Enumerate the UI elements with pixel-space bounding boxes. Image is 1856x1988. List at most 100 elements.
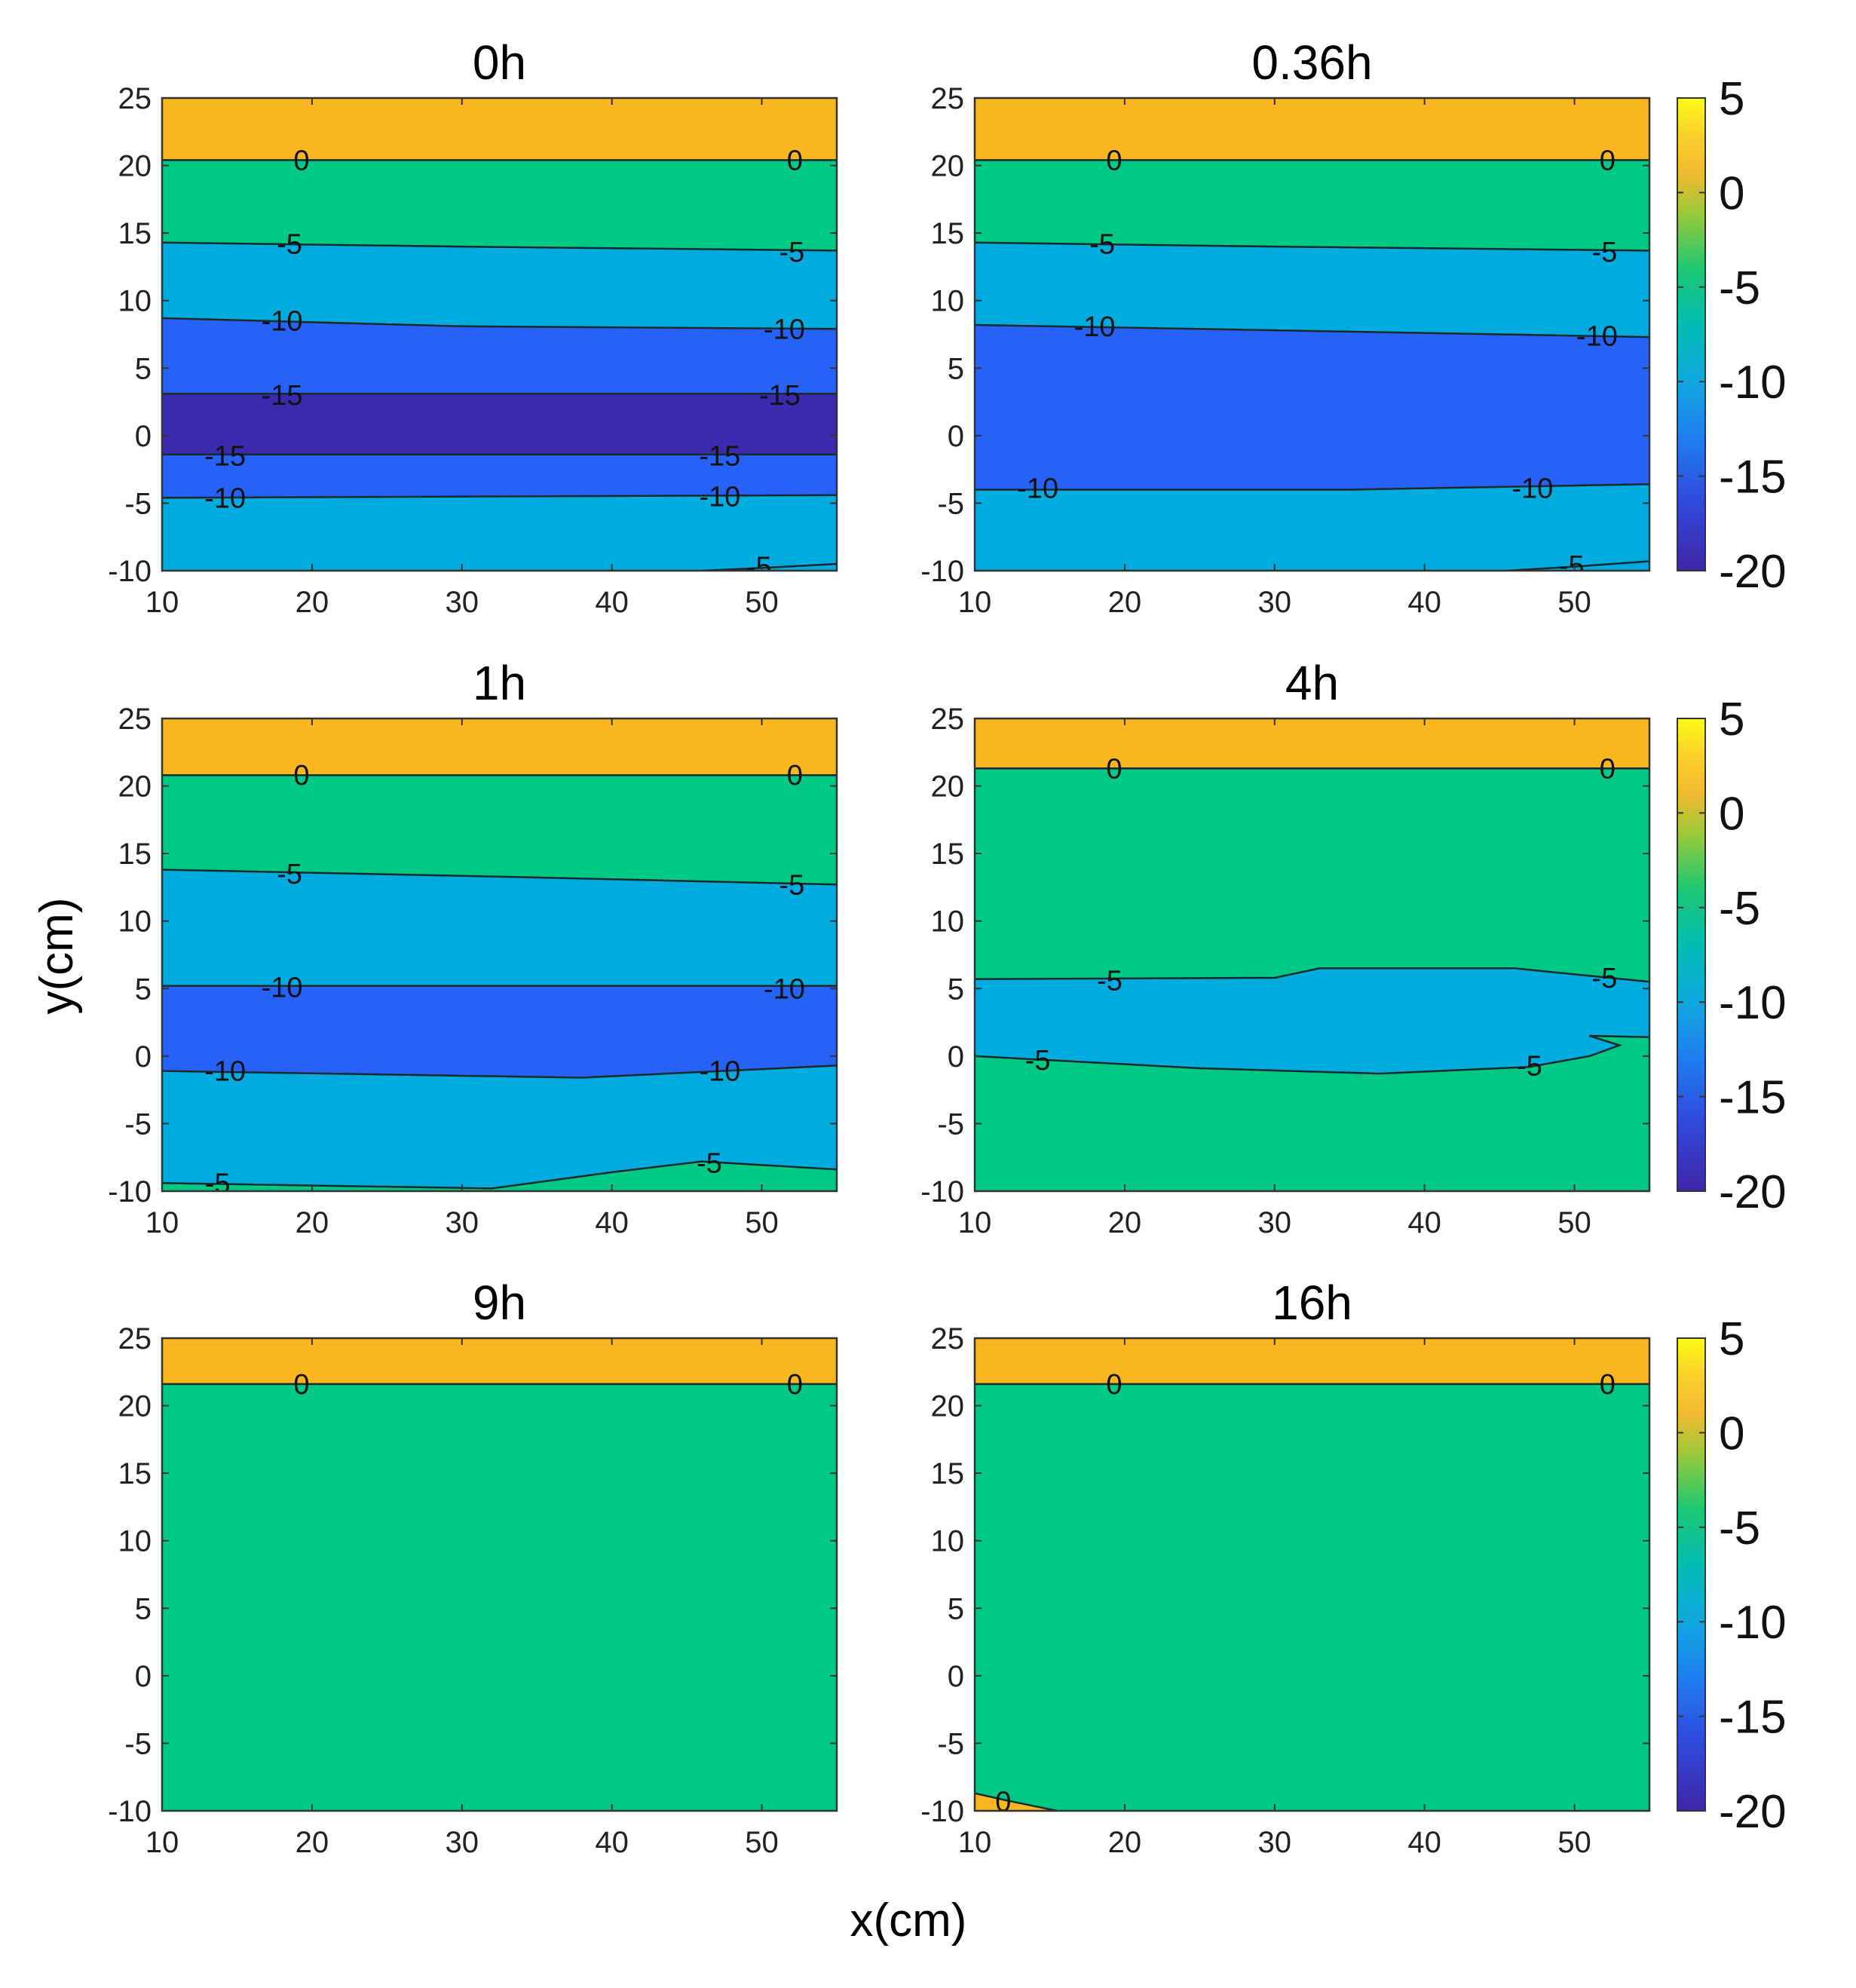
colorbar-tick-label: 0 <box>1719 788 1744 840</box>
contour-band <box>162 1338 837 1385</box>
axes-frame <box>161 717 838 1193</box>
y-tick-label: 5 <box>948 973 964 1006</box>
x-tick-label: 30 <box>1258 586 1292 619</box>
contour-label: 0 <box>1600 753 1616 785</box>
contour-label: 0 <box>1600 1369 1616 1401</box>
y-tick-label: -5 <box>937 1727 964 1760</box>
y-tick-label: 20 <box>118 1390 152 1423</box>
y-tick-label: -10 <box>920 1175 964 1208</box>
axes-frame <box>973 717 1651 1193</box>
y-tick-label: 15 <box>118 1457 152 1490</box>
y-tick-label: 25 <box>118 82 152 115</box>
contour-label: -10 <box>699 481 740 513</box>
contour-band <box>162 869 837 987</box>
x-tick-label: 50 <box>745 1206 779 1239</box>
contour-label: 0 <box>1106 145 1122 176</box>
contour-label: -10 <box>262 306 303 338</box>
y-tick-label: 20 <box>931 770 965 804</box>
x-tick-label: 10 <box>145 1826 179 1859</box>
x-tick-label: 20 <box>296 1826 329 1859</box>
y-tick-label: 20 <box>118 150 152 183</box>
y-tick-label: -10 <box>920 555 964 588</box>
contour-label: 0 <box>293 1369 309 1401</box>
contour-band <box>975 718 1649 769</box>
y-tick-label: 15 <box>118 217 152 250</box>
contour-line <box>975 483 1649 491</box>
colorbar-tick-label: 5 <box>1719 73 1744 125</box>
contour-label: -5 <box>746 552 772 584</box>
panel-0_36h: 0 0 -5 -5 -10 -10 -10 -10 -5 10 20 30 40 50 -10 -5 0 5 10 1… <box>920 35 1651 619</box>
y-tick-label: 0 <box>135 1660 152 1693</box>
contour-band <box>975 159 1649 251</box>
contour-region <box>975 967 1649 1074</box>
contour-label: -15 <box>759 380 801 412</box>
panel-title: 1h <box>473 656 526 710</box>
colorbar-tick-label: -20 <box>1719 1786 1787 1838</box>
panel-1h: 0 0 -5 -5 -10 -10 -10 -10 -5 -5 10 20 30 40 50 -10 -5 0 5 1… <box>108 656 838 1239</box>
contour-label: 0 <box>787 145 803 176</box>
contour-label: 0 <box>293 760 309 792</box>
y-tick-label: 10 <box>931 285 965 318</box>
contour-label: -10 <box>262 972 303 1003</box>
colorbar-tick-label: -5 <box>1719 1502 1760 1555</box>
y-tick-label: -5 <box>124 487 152 520</box>
x-tick-label: 30 <box>446 586 479 619</box>
x-tick-label: 50 <box>1557 1826 1591 1859</box>
y-tick-label: 25 <box>931 1322 965 1355</box>
colorbar-tick-label: -20 <box>1719 1166 1787 1218</box>
contour-label: -10 <box>699 1056 740 1088</box>
colorbar-strip <box>1677 1337 1706 1812</box>
y-tick-label: 20 <box>931 1390 965 1423</box>
y-tick-label: 15 <box>931 217 965 250</box>
contour-label: -15 <box>262 380 303 412</box>
x-tick-label: 40 <box>1407 1206 1441 1239</box>
contour-band <box>975 98 1649 161</box>
contour-line <box>162 868 837 886</box>
y-tick-label: 5 <box>948 1592 964 1625</box>
x-tick-label: 10 <box>958 1206 992 1239</box>
x-tick-label: 10 <box>145 586 179 619</box>
contour-band <box>162 159 837 251</box>
y-tick-label: 5 <box>135 1592 152 1625</box>
panel-title: 9h <box>473 1276 526 1330</box>
contour-label: -5 <box>1591 963 1617 994</box>
plot-area: 0 0 -5 -5 -5 -5 <box>975 718 1649 1191</box>
x-tick-label: 50 <box>1557 586 1591 619</box>
axes-frame <box>973 1337 1651 1812</box>
axes-frame <box>161 1337 838 1812</box>
colorbar-strip <box>1677 718 1706 1192</box>
y-tick-label: 20 <box>118 770 152 804</box>
contour-line <box>975 241 1649 252</box>
x-tick-label: 20 <box>1108 1826 1142 1859</box>
axes-frame <box>161 96 838 572</box>
colorbar-tick-label: -15 <box>1719 1072 1787 1124</box>
y-tick-label: -5 <box>124 1727 152 1760</box>
contour-label: -15 <box>204 441 246 473</box>
x-tick-label: 40 <box>595 586 629 619</box>
contour-label: 0 <box>787 760 803 792</box>
y-axis-label: y(cm) <box>31 898 83 1015</box>
contour-label: 0 <box>1600 145 1616 176</box>
panel-title: 4h <box>1285 656 1339 710</box>
contour-label: -5 <box>1089 228 1115 260</box>
contour-label: -10 <box>1576 320 1618 352</box>
contour-band <box>162 98 837 161</box>
y-tick-label: -10 <box>108 1175 152 1208</box>
x-tick-label: 10 <box>145 1206 179 1239</box>
panel-title: 0h <box>473 35 526 90</box>
y-tick-label: 20 <box>931 150 965 183</box>
contour-label: 0 <box>1106 753 1122 785</box>
x-tick-label: 30 <box>446 1826 479 1859</box>
plot-area: 0 0 -5 -5 -10 -10 -10 -10 -5 -5 <box>162 718 837 1191</box>
colorbar-tick-label: -15 <box>1719 1692 1787 1744</box>
x-tick-label: 40 <box>1407 586 1441 619</box>
x-tick-label: 20 <box>1108 1206 1142 1239</box>
contour-line <box>975 1792 1058 1811</box>
y-tick-label: 10 <box>118 905 152 939</box>
contour-label: 0 <box>787 1369 803 1401</box>
contour-label: -10 <box>1017 473 1058 505</box>
y-tick-label: 5 <box>135 352 152 385</box>
colorbar-tick-label: -10 <box>1719 1597 1787 1649</box>
contour-label: -5 <box>277 859 302 890</box>
